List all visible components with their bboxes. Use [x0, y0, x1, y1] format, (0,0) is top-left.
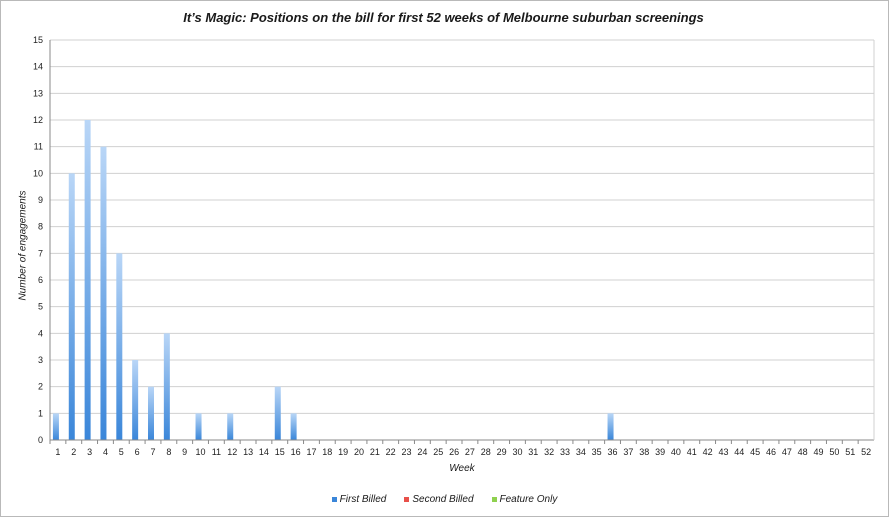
x-tick-label: 26	[449, 447, 459, 457]
x-tick-label: 36	[608, 447, 618, 457]
x-tick-label: 51	[845, 447, 855, 457]
x-tick-label: 23	[402, 447, 412, 457]
y-tick-label: 8	[38, 222, 43, 232]
x-tick-label: 22	[386, 447, 396, 457]
legend: First Billed Second Billed Feature Only	[0, 492, 889, 506]
y-tick-label: 3	[38, 355, 43, 365]
x-axis-label: Week	[449, 463, 475, 474]
y-tick-label: 15	[33, 35, 43, 45]
x-tick-label: 3	[87, 447, 92, 457]
bar-first-billed-week-15	[274, 386, 281, 440]
x-tick-label: 33	[560, 447, 570, 457]
y-tick-label: 2	[38, 382, 43, 392]
x-tick-label: 47	[782, 447, 792, 457]
x-tick-label: 35	[592, 447, 602, 457]
x-tick-label: 27	[465, 447, 475, 457]
x-tick-label: 34	[576, 447, 586, 457]
legend-label: Second Billed	[412, 493, 474, 505]
x-tick-label: 13	[243, 447, 253, 457]
legend-label: Feature Only	[499, 493, 558, 505]
x-tick-label: 52	[861, 447, 871, 457]
x-tick-label: 44	[734, 447, 744, 457]
x-tick-label: 45	[750, 447, 760, 457]
x-tick-label: 25	[433, 447, 443, 457]
x-tick-label: 6	[135, 447, 140, 457]
bar-first-billed-week-1	[52, 413, 59, 440]
bar-first-billed-week-5	[116, 253, 123, 440]
bar-first-billed-week-12	[227, 413, 234, 440]
y-tick-label: 0	[38, 435, 43, 445]
x-tick-label: 38	[639, 447, 649, 457]
x-tick-label: 32	[544, 447, 554, 457]
x-tick-label: 42	[703, 447, 713, 457]
bar-first-billed-week-3	[84, 120, 91, 440]
y-tick-label: 6	[38, 275, 43, 285]
x-tick-label: 7	[150, 447, 155, 457]
x-tick-label: 21	[370, 447, 380, 457]
legend-swatch	[491, 496, 497, 502]
legend-item: First Billed	[331, 492, 387, 506]
y-tick-label: 10	[33, 168, 43, 178]
legend-label: First Billed	[339, 493, 387, 505]
chart-title: It’s Magic: Positions on the bill for fi…	[183, 10, 704, 25]
x-tick-label: 41	[687, 447, 697, 457]
x-tick-label: 20	[354, 447, 364, 457]
x-tick-label: 40	[671, 447, 681, 457]
x-tick-label: 43	[718, 447, 728, 457]
y-tick-label: 14	[33, 62, 43, 72]
bar-first-billed-week-6	[132, 360, 139, 440]
x-tick-label: 14	[259, 447, 269, 457]
bar-first-billed-week-7	[148, 386, 154, 440]
y-tick-label: 12	[33, 115, 43, 125]
x-tick-label: 24	[417, 447, 427, 457]
x-tick-label: 16	[291, 447, 301, 457]
x-tick-label: 10	[196, 447, 206, 457]
bar-first-billed-week-8	[163, 333, 170, 440]
x-tick-label: 31	[528, 447, 538, 457]
y-tick-label: 1	[38, 408, 43, 418]
legend-swatch	[404, 496, 410, 502]
y-tick-label: 13	[33, 88, 43, 98]
x-tick-label: 37	[623, 447, 633, 457]
legend-item: Feature Only	[491, 492, 558, 506]
bar-first-billed-week-4	[100, 146, 107, 440]
x-tick-label: 9	[182, 447, 187, 457]
x-tick-label: 5	[119, 447, 124, 457]
x-tick-label: 12	[227, 447, 237, 457]
x-tick-label: 1	[55, 447, 60, 457]
x-tick-label: 15	[275, 447, 285, 457]
y-tick-label: 9	[38, 195, 43, 205]
bar-first-billed-week-16	[290, 413, 297, 440]
x-tick-label: 49	[814, 447, 824, 457]
y-tick-label: 11	[34, 142, 43, 152]
x-tick-label: 30	[512, 447, 522, 457]
x-tick-label: 4	[103, 447, 108, 457]
y-tick-label: 7	[38, 248, 43, 258]
y-tick-label: 5	[38, 302, 43, 312]
x-tick-label: 11	[212, 447, 221, 457]
x-tick-label: 19	[338, 447, 348, 457]
x-tick-label: 2	[71, 447, 76, 457]
bar-first-billed-week-2	[68, 173, 75, 441]
x-tick-label: 17	[306, 447, 316, 457]
x-tick-label: 18	[322, 447, 332, 457]
x-tick-label: 8	[166, 447, 171, 457]
bar-first-billed-week-36	[607, 413, 614, 440]
y-tick-label: 4	[38, 328, 43, 338]
legend-swatch	[331, 496, 337, 502]
bar-first-billed-week-10	[195, 413, 202, 440]
x-tick-label: 46	[766, 447, 776, 457]
x-tick-label: 29	[497, 447, 507, 457]
x-tick-label: 48	[798, 447, 808, 457]
x-tick-label: 39	[655, 447, 665, 457]
legend-item: Second Billed	[404, 492, 474, 506]
x-tick-label: 50	[829, 447, 839, 457]
x-tick-label: 28	[481, 447, 491, 457]
